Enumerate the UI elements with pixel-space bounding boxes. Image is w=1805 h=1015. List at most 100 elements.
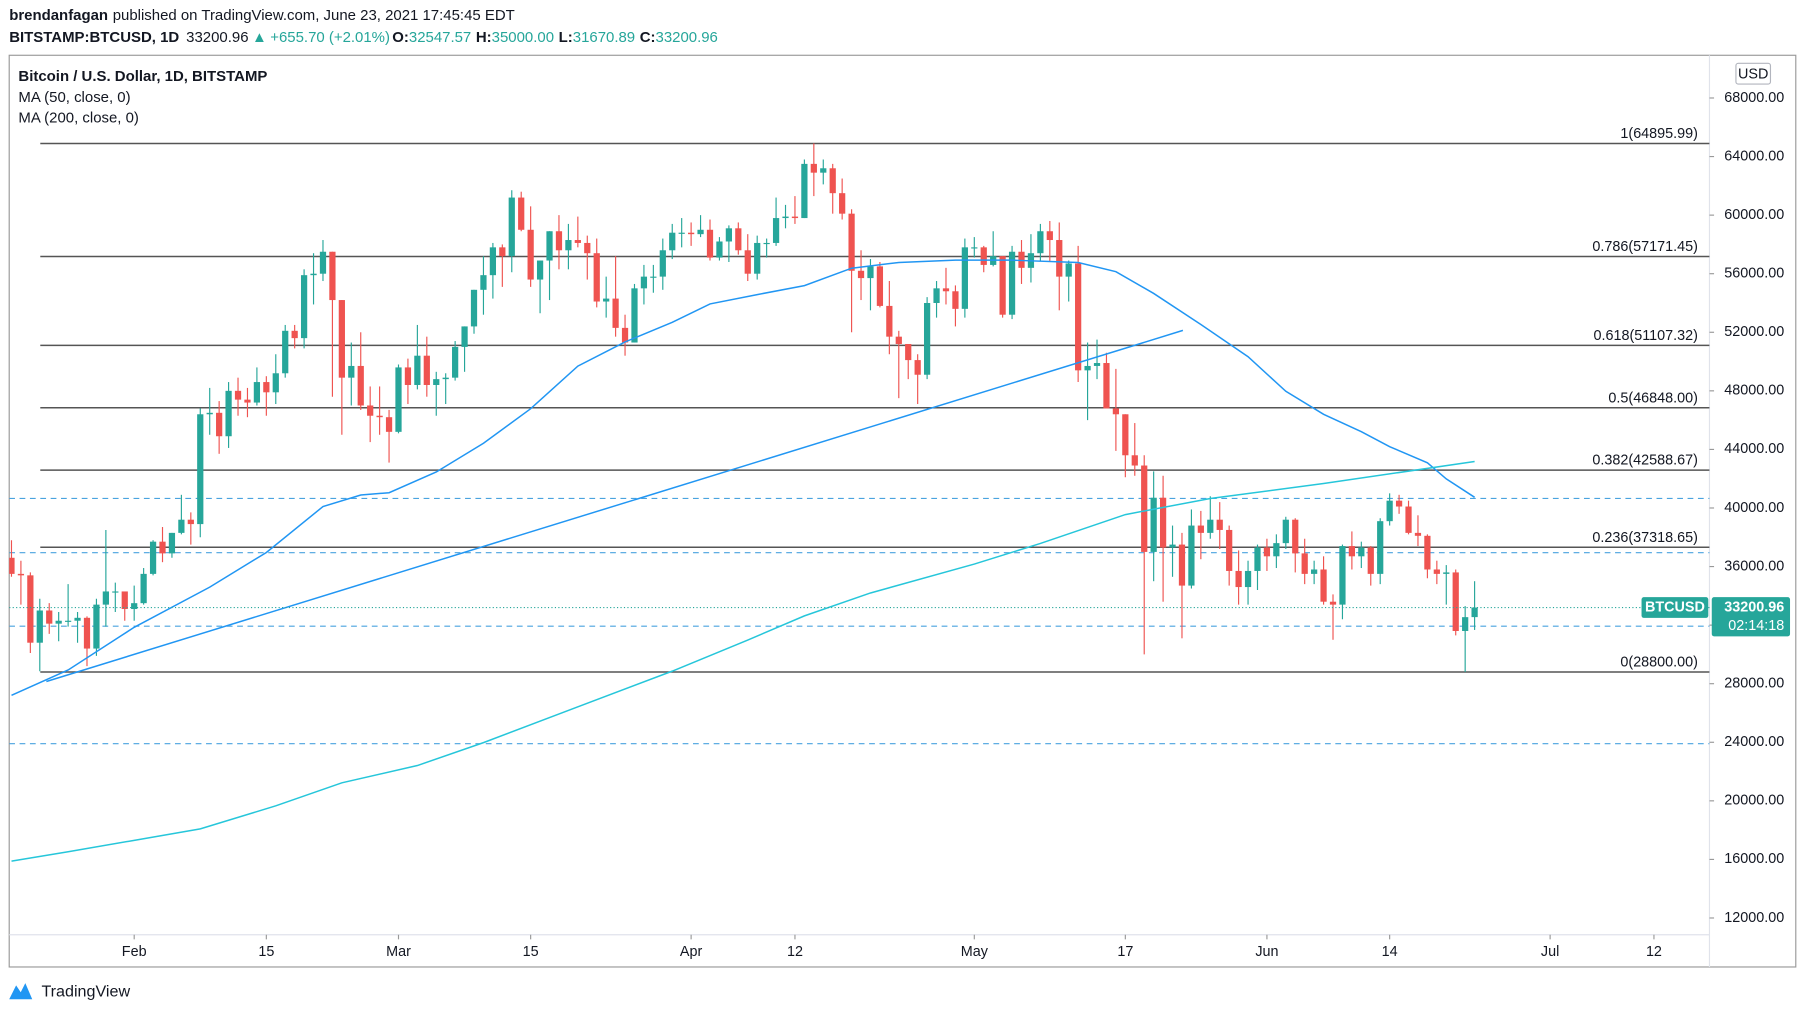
candle-body <box>1292 519 1299 554</box>
candle-body <box>1075 263 1082 371</box>
candle-body <box>282 330 289 374</box>
logo <box>9 983 33 1000</box>
candle-body <box>234 390 242 400</box>
candle-body <box>17 573 25 576</box>
footer: TradingView <box>41 983 130 1001</box>
candle-body <box>905 343 912 361</box>
y-tick-label: 60000.00 <box>1724 207 1784 223</box>
candle-body <box>225 390 232 437</box>
candle-body <box>74 617 81 621</box>
candle-body <box>300 275 308 339</box>
candle-body <box>1329 601 1337 605</box>
candle-body <box>1386 500 1393 522</box>
candle-body <box>1141 465 1148 552</box>
candle-body <box>952 291 959 309</box>
candle-body <box>414 355 421 385</box>
ma-line <box>11 460 1475 862</box>
candle-body <box>876 266 884 306</box>
ma-line <box>11 259 1476 696</box>
candle-body <box>678 232 685 234</box>
y-tick-label: 68000.00 <box>1724 90 1784 106</box>
y-tick-label: 40000.00 <box>1724 500 1784 516</box>
candle-body <box>574 240 581 243</box>
legend-ma200: MA (200, close, 0) <box>18 110 139 127</box>
candle-body <box>923 302 931 375</box>
x-tick-label: 15 <box>523 944 539 960</box>
candle-body <box>461 326 468 347</box>
candle-body <box>801 163 808 219</box>
candle-body <box>499 247 506 257</box>
legend-title: Bitcoin / U.S. Dollar, 1D, BITSTAMP <box>18 68 267 85</box>
candle-body <box>1131 455 1138 466</box>
published: published on TradingView.com, June 23, 2… <box>113 7 515 24</box>
author: brendanfagan <box>9 7 108 24</box>
candle-body <box>1433 569 1440 574</box>
candle-body <box>1207 519 1214 533</box>
axes: 12000.00 16000.00 20000.00 24000.00 28000.00… <box>122 90 1791 960</box>
candle-body <box>64 620 72 622</box>
x-tick-label: Apr <box>680 944 703 960</box>
candle-body <box>621 327 629 343</box>
candle-body <box>1008 251 1016 315</box>
candle-body <box>1311 569 1318 574</box>
candle-body <box>1216 519 1223 530</box>
candle-body <box>961 247 968 309</box>
price-tag-value: 33200.96 <box>1724 599 1784 615</box>
candle-body <box>253 382 261 403</box>
candle-body <box>810 163 817 173</box>
legend-ma50: MA (50, close, 0) <box>18 89 130 106</box>
candle-body <box>1244 570 1252 588</box>
candle-body <box>423 355 430 385</box>
o-val: 32547.57 <box>409 29 471 46</box>
y-tick-label: 52000.00 <box>1724 324 1784 340</box>
candle-body <box>93 604 100 649</box>
symbol-tag-text: BTCUSD <box>1645 599 1705 615</box>
candle-body <box>357 365 364 406</box>
candle-body <box>452 346 459 378</box>
candle-body <box>1273 543 1280 557</box>
candle-body <box>612 298 619 328</box>
candle-body <box>433 379 440 385</box>
candle-body <box>1122 414 1129 456</box>
candle-body <box>1197 525 1204 533</box>
x-tick-label: 17 <box>1117 944 1133 960</box>
candle-body <box>820 168 827 173</box>
candle-body <box>112 591 119 593</box>
candle-body <box>584 242 591 254</box>
candle-body <box>187 519 194 525</box>
fib-label: 0.5(46848.00) <box>1608 390 1698 406</box>
plot: 1(64895.99) 0.786(57171.45) 0.618(51107.32… <box>9 126 1710 862</box>
candle-body <box>1112 408 1120 415</box>
candle-body <box>650 276 657 278</box>
candle-body <box>149 541 157 574</box>
candle-body <box>197 414 204 525</box>
candle-body <box>489 247 497 276</box>
arrow: ▲ <box>252 29 267 46</box>
header-line-2: BITSTAMP:BTCUSD, 1D 33200.96 ▲ +655.70 (+2.… <box>9 29 718 46</box>
fib-label: 0(28800.00) <box>1620 655 1698 671</box>
candle-body <box>395 367 402 432</box>
x-tick-label: 15 <box>258 944 274 960</box>
candle-body <box>763 242 770 245</box>
candle-body <box>206 412 213 415</box>
candle-body <box>1348 546 1356 557</box>
candle-body <box>1462 617 1469 631</box>
candle-body <box>735 228 742 251</box>
candle-body <box>272 373 279 393</box>
candle-body <box>168 532 176 554</box>
currency-box <box>1735 62 1772 85</box>
candle-body <box>159 541 166 554</box>
candle-body <box>470 289 478 327</box>
candle-body <box>310 273 317 276</box>
y-tick-label: 36000.00 <box>1724 558 1784 574</box>
y-tick-label: 16000.00 <box>1724 851 1784 867</box>
candle-body <box>1452 572 1459 631</box>
candle-body <box>367 405 374 416</box>
candle-body <box>385 417 393 432</box>
candle-body <box>1471 607 1478 618</box>
candle-body <box>895 336 902 344</box>
candle-body <box>1169 544 1176 548</box>
candle-body <box>1226 529 1233 571</box>
candle-body <box>933 288 940 303</box>
